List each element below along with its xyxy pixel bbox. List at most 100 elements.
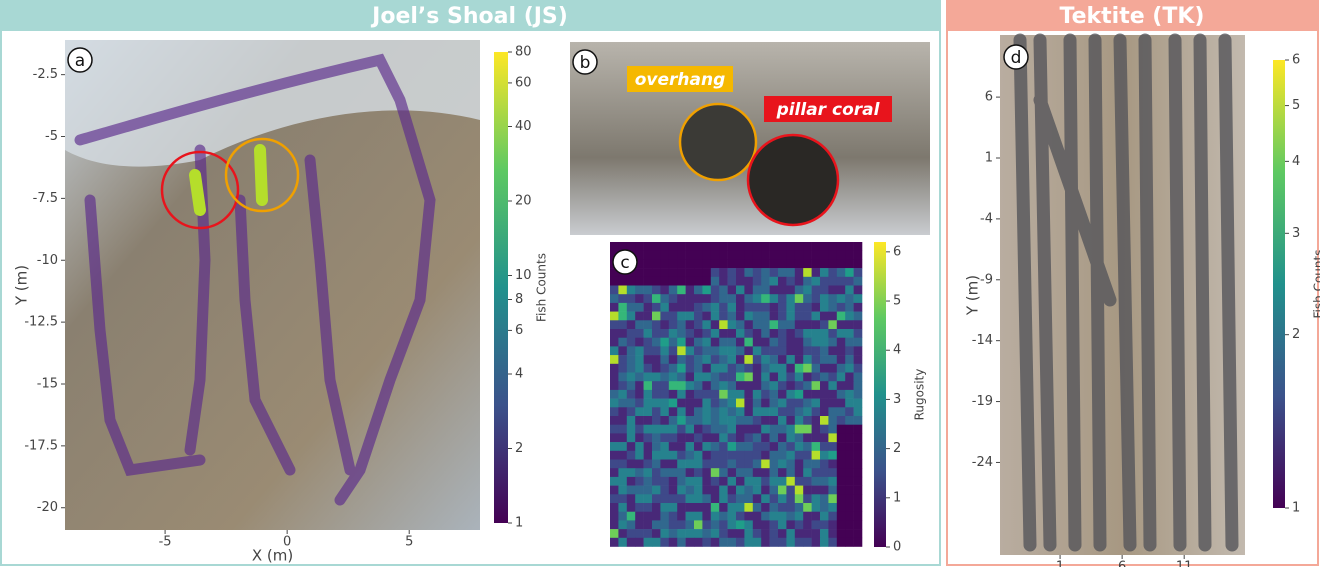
heat-cell [694, 373, 703, 382]
heat-cell [686, 407, 695, 416]
heat-cell [644, 442, 653, 451]
heat-cell [660, 312, 669, 321]
heat-cell [761, 477, 770, 486]
heat-cell [744, 451, 753, 460]
heat-cell [618, 503, 627, 512]
heat-cell [770, 320, 779, 329]
heat-cell [669, 390, 678, 399]
heat-cell [694, 355, 703, 364]
heat-cell [652, 433, 661, 442]
heat-cell [728, 407, 737, 416]
heat-cell [719, 294, 728, 303]
heat-cell [786, 407, 795, 416]
heat-cell [795, 494, 804, 503]
heat-cell [761, 512, 770, 521]
heat-cell [644, 320, 653, 329]
heat-cell [635, 294, 644, 303]
heat-cell [610, 503, 619, 512]
heat-cell [795, 286, 804, 295]
overhang-circle [680, 104, 756, 180]
heat-cell [669, 460, 678, 469]
heat-cell [812, 364, 821, 373]
heat-cell [753, 320, 762, 329]
heat-cell [786, 442, 795, 451]
heat-cell [660, 251, 669, 260]
heat-cell [778, 442, 787, 451]
heat-cell [711, 520, 720, 529]
heat-cell [694, 346, 703, 355]
heat-cell [770, 259, 779, 268]
heat-cell [702, 329, 711, 338]
heat-cell [635, 407, 644, 416]
heat-cell [845, 399, 854, 408]
heat-cell [803, 346, 812, 355]
heat-cell [795, 277, 804, 286]
heat-cell [652, 494, 661, 503]
heat-cell [652, 364, 661, 373]
colorbar-title: Fish Counts [535, 253, 549, 322]
heat-cell [845, 494, 854, 503]
heat-cell [828, 425, 837, 434]
heat-cell [677, 494, 686, 503]
heat-cell [711, 355, 720, 364]
heat-cell [669, 512, 678, 521]
heat-cell [660, 364, 669, 373]
heat-cell [820, 512, 829, 521]
heat-cell [812, 460, 821, 469]
heat-cell [719, 503, 728, 512]
heat-cell [610, 477, 619, 486]
heat-cell [795, 468, 804, 477]
heat-cell [652, 390, 661, 399]
heat-cell [660, 277, 669, 286]
heat-cell [761, 259, 770, 268]
heat-cell [770, 477, 779, 486]
heat-cell [837, 355, 846, 364]
heat-cell [694, 251, 703, 260]
heat-cell [652, 303, 661, 312]
heat-cell [736, 407, 745, 416]
heat-cell [677, 259, 686, 268]
heat-cell [845, 312, 854, 321]
heat-cell [719, 312, 728, 321]
heat-cell [828, 277, 837, 286]
heat-cell [719, 460, 728, 469]
heat-cell [770, 416, 779, 425]
y-tick-label: -12.5 [24, 315, 58, 330]
y-axis-title: Y (m) [964, 275, 982, 316]
heat-cell [644, 451, 653, 460]
heat-cell [694, 494, 703, 503]
heat-cell [694, 460, 703, 469]
heat-cell [812, 416, 821, 425]
heat-cell [686, 251, 695, 260]
heat-cell [686, 355, 695, 364]
heat-cell [635, 538, 644, 547]
heat-cell [770, 390, 779, 399]
heat-cell [618, 286, 627, 295]
heat-cell [828, 416, 837, 425]
heat-cell [845, 538, 854, 547]
heat-cell [660, 268, 669, 277]
heat-cell [677, 512, 686, 521]
heat-cell [660, 390, 669, 399]
heat-cell [854, 390, 863, 399]
heat-cell [644, 416, 653, 425]
heat-cell [770, 520, 779, 529]
heat-cell [652, 259, 661, 268]
heat-cell [644, 268, 653, 277]
heat-cell [618, 381, 627, 390]
heat-cell [677, 416, 686, 425]
heat-cell [702, 381, 711, 390]
heat-cell [778, 433, 787, 442]
heat-cell [803, 320, 812, 329]
heat-cell [803, 390, 812, 399]
heat-cell [686, 494, 695, 503]
heat-cell [778, 477, 787, 486]
heat-cell [660, 529, 669, 538]
colorbar-tick-label: 0 [893, 540, 901, 555]
heat-cell [669, 486, 678, 495]
y-tick-label: -2.5 [33, 67, 58, 82]
heat-cell [618, 529, 627, 538]
heat-cell [786, 468, 795, 477]
heat-cell [728, 286, 737, 295]
heat-cell [711, 242, 720, 251]
